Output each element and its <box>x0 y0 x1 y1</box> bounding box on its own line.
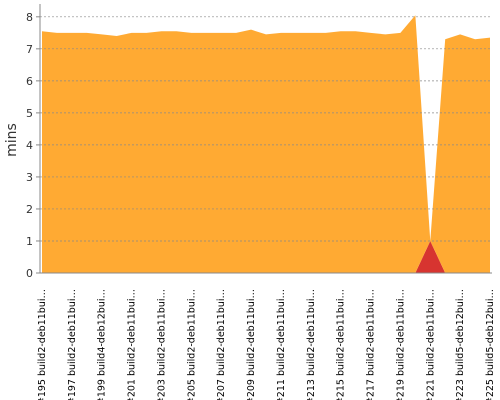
y-axis-label: mins <box>4 123 20 157</box>
x-tick-label: #225 build5-deb12bui… <box>485 289 496 400</box>
y-tick-label: 0 <box>26 267 33 280</box>
y-tick-label: 7 <box>26 43 33 56</box>
x-tick-label: #207 build2-deb11bui… <box>216 289 227 400</box>
y-tick-label: 2 <box>26 203 33 216</box>
x-tick-label: #203 build2-deb11bui… <box>156 289 167 400</box>
x-tick-label: #223 build5-deb12bui… <box>455 289 466 400</box>
x-tick-label: #201 build2-deb11bui… <box>127 289 138 400</box>
x-tick-label: #197 build2-deb11bui… <box>67 289 78 400</box>
x-tick-label: #211 build2-deb11bui… <box>276 289 287 400</box>
x-tick-label: #213 build2-deb11bui… <box>306 289 317 400</box>
x-tick-label: #205 build2-deb11bui… <box>186 289 197 400</box>
x-tick-label: #199 build4-deb12bui… <box>97 289 108 400</box>
x-tick-label: #217 build2-deb11bui… <box>366 289 377 400</box>
y-tick-label: 5 <box>26 107 33 120</box>
y-tick-label: 1 <box>26 235 33 248</box>
x-tick-label: #219 build2-deb11bui… <box>395 289 406 400</box>
y-tick-label: 8 <box>26 11 33 24</box>
y-tick-label: 3 <box>26 171 33 184</box>
x-tick-label: #215 build2-deb11bui… <box>336 289 347 400</box>
y-tick-label: 4 <box>26 139 33 152</box>
x-tick-label: #209 build2-deb11bui… <box>246 289 257 400</box>
area <box>42 15 490 273</box>
x-tick-label: #221 build2-deb11bui… <box>425 289 436 400</box>
x-tick-label: #195 build2-deb11bui… <box>37 289 48 400</box>
y-tick-label: 6 <box>26 75 33 88</box>
